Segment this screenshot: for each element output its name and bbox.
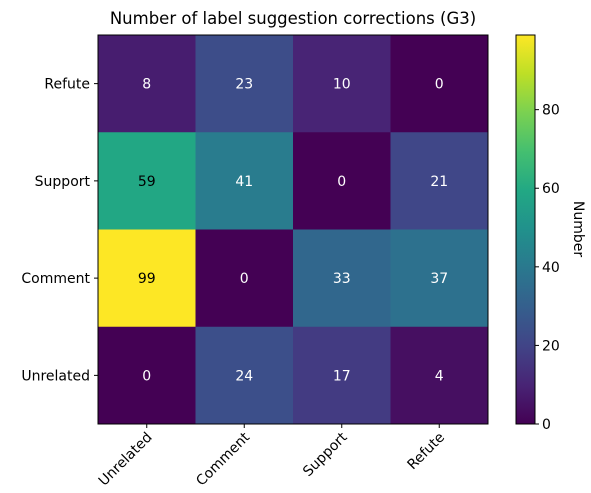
y-axis: Refute Support Comment Unrelated — [21, 77, 98, 384]
colorbar-tick-label: 20 — [542, 338, 560, 354]
x-axis: Unrelated Comment Support Refute — [96, 424, 448, 489]
cell-value-label: 33 — [333, 271, 351, 287]
colorbar-tick-label: 60 — [542, 181, 560, 197]
heatmap-cell — [98, 35, 196, 133]
chart-title: Number of label suggestion corrections (… — [110, 9, 476, 28]
cell-value-label: 0 — [240, 271, 249, 287]
heatmap-cell — [195, 132, 294, 230]
heatmap-cell — [293, 326, 391, 425]
y-tick-label: Unrelated — [21, 368, 90, 384]
colorbar-tick-label: 80 — [542, 103, 560, 119]
heatmap-cell — [390, 326, 489, 425]
y-tick-label: Support — [35, 174, 91, 190]
colorbar-axis: 0 20 40 60 80 — [535, 103, 560, 433]
cell-value-label: 21 — [430, 174, 448, 190]
plot-frame — [97, 34, 489, 425]
cell-value-label: 4 — [435, 368, 444, 384]
cell-value-label: 0 — [142, 368, 151, 384]
cell-value-label: 41 — [235, 174, 253, 190]
colorbar-tick-label: 40 — [542, 260, 560, 276]
colorbar — [515, 34, 536, 425]
heatmap-cell — [98, 326, 196, 425]
heatmap-cell — [98, 132, 196, 230]
cell-value-label: 37 — [430, 271, 448, 287]
colorbar-label: Number — [570, 201, 586, 257]
cell-value-label: 59 — [138, 174, 156, 190]
cell-value-label: 24 — [235, 368, 253, 384]
heatmap-cell — [390, 35, 489, 133]
cell-value-label: 17 — [333, 368, 351, 384]
heatmap-cell — [195, 35, 294, 133]
x-tick-label: Refute — [405, 430, 449, 474]
heatmap-cell — [195, 326, 294, 425]
heatmap-cell — [390, 132, 489, 230]
heatmap-cell — [293, 35, 391, 133]
heatmap-cells: 8 23 10 0 59 41 0 21 99 0 33 37 0 24 17 4 — [98, 35, 489, 425]
x-tick-label: Support — [300, 429, 351, 480]
cell-value-label: 0 — [337, 174, 346, 190]
cell-value-label: 99 — [138, 271, 156, 287]
heatmap-cell — [293, 132, 391, 230]
cell-value-label: 10 — [333, 77, 351, 93]
heatmap-cell — [98, 229, 196, 328]
y-tick-label: Refute — [44, 77, 90, 93]
x-tick-label: Unrelated — [96, 430, 156, 490]
cell-value-label: 23 — [235, 77, 253, 93]
heatmap-cell — [293, 229, 391, 328]
colorbar-tick-label: 0 — [542, 417, 551, 433]
cell-value-label: 8 — [142, 77, 151, 93]
y-tick-label: Comment — [21, 271, 90, 287]
heatmap-cell — [195, 229, 294, 328]
x-tick-label: Comment — [193, 429, 253, 489]
cell-value-label: 0 — [435, 77, 444, 93]
heatmap-cell — [390, 229, 489, 328]
